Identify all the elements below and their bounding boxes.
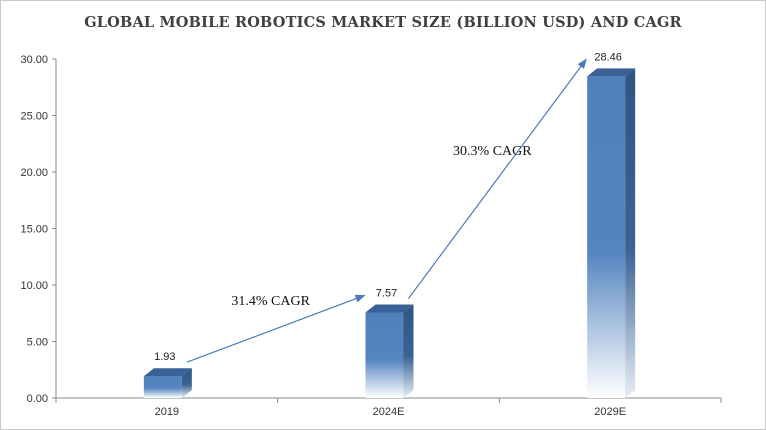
- bar-front: [365, 312, 404, 398]
- y-tick-label: 20.00: [20, 167, 48, 179]
- cagr-label: 30.3% CAGR: [453, 144, 532, 159]
- y-tick-label: 5.00: [27, 337, 48, 349]
- y-tick-label: 30.00: [20, 54, 48, 66]
- cagr-arrow: [186, 294, 366, 363]
- x-tick-label: 2029E: [594, 406, 626, 418]
- bar-side: [403, 304, 414, 398]
- chart-title: GLOBAL MOBILE ROBOTICS MARKET SIZE (BILL…: [84, 14, 682, 31]
- bar-front: [587, 76, 626, 398]
- bar-2024E: [365, 304, 414, 398]
- cagr-label: 31.4% CAGR: [231, 294, 310, 309]
- bar-2029E: [587, 68, 636, 398]
- bar-side: [181, 368, 192, 398]
- y-tick-label: 15.00: [20, 224, 48, 236]
- x-tick-label: 2019: [155, 406, 179, 418]
- bar-top: [587, 68, 636, 77]
- data-label: 7.57: [376, 287, 397, 299]
- y-tick-label: 25.00: [20, 111, 48, 123]
- bar-top: [365, 304, 414, 313]
- x-tick-label: 2024E: [373, 406, 405, 418]
- bar-front: [143, 376, 182, 398]
- y-tick-label: 0.00: [27, 393, 48, 405]
- y-tick-label: 10.00: [20, 280, 48, 292]
- cagr-arrow: [408, 58, 587, 299]
- data-label: 28.46: [594, 51, 622, 63]
- bar-2019: [143, 368, 192, 398]
- bar-side: [625, 68, 636, 398]
- bar-top: [143, 368, 192, 377]
- data-label: 1.93: [154, 351, 175, 363]
